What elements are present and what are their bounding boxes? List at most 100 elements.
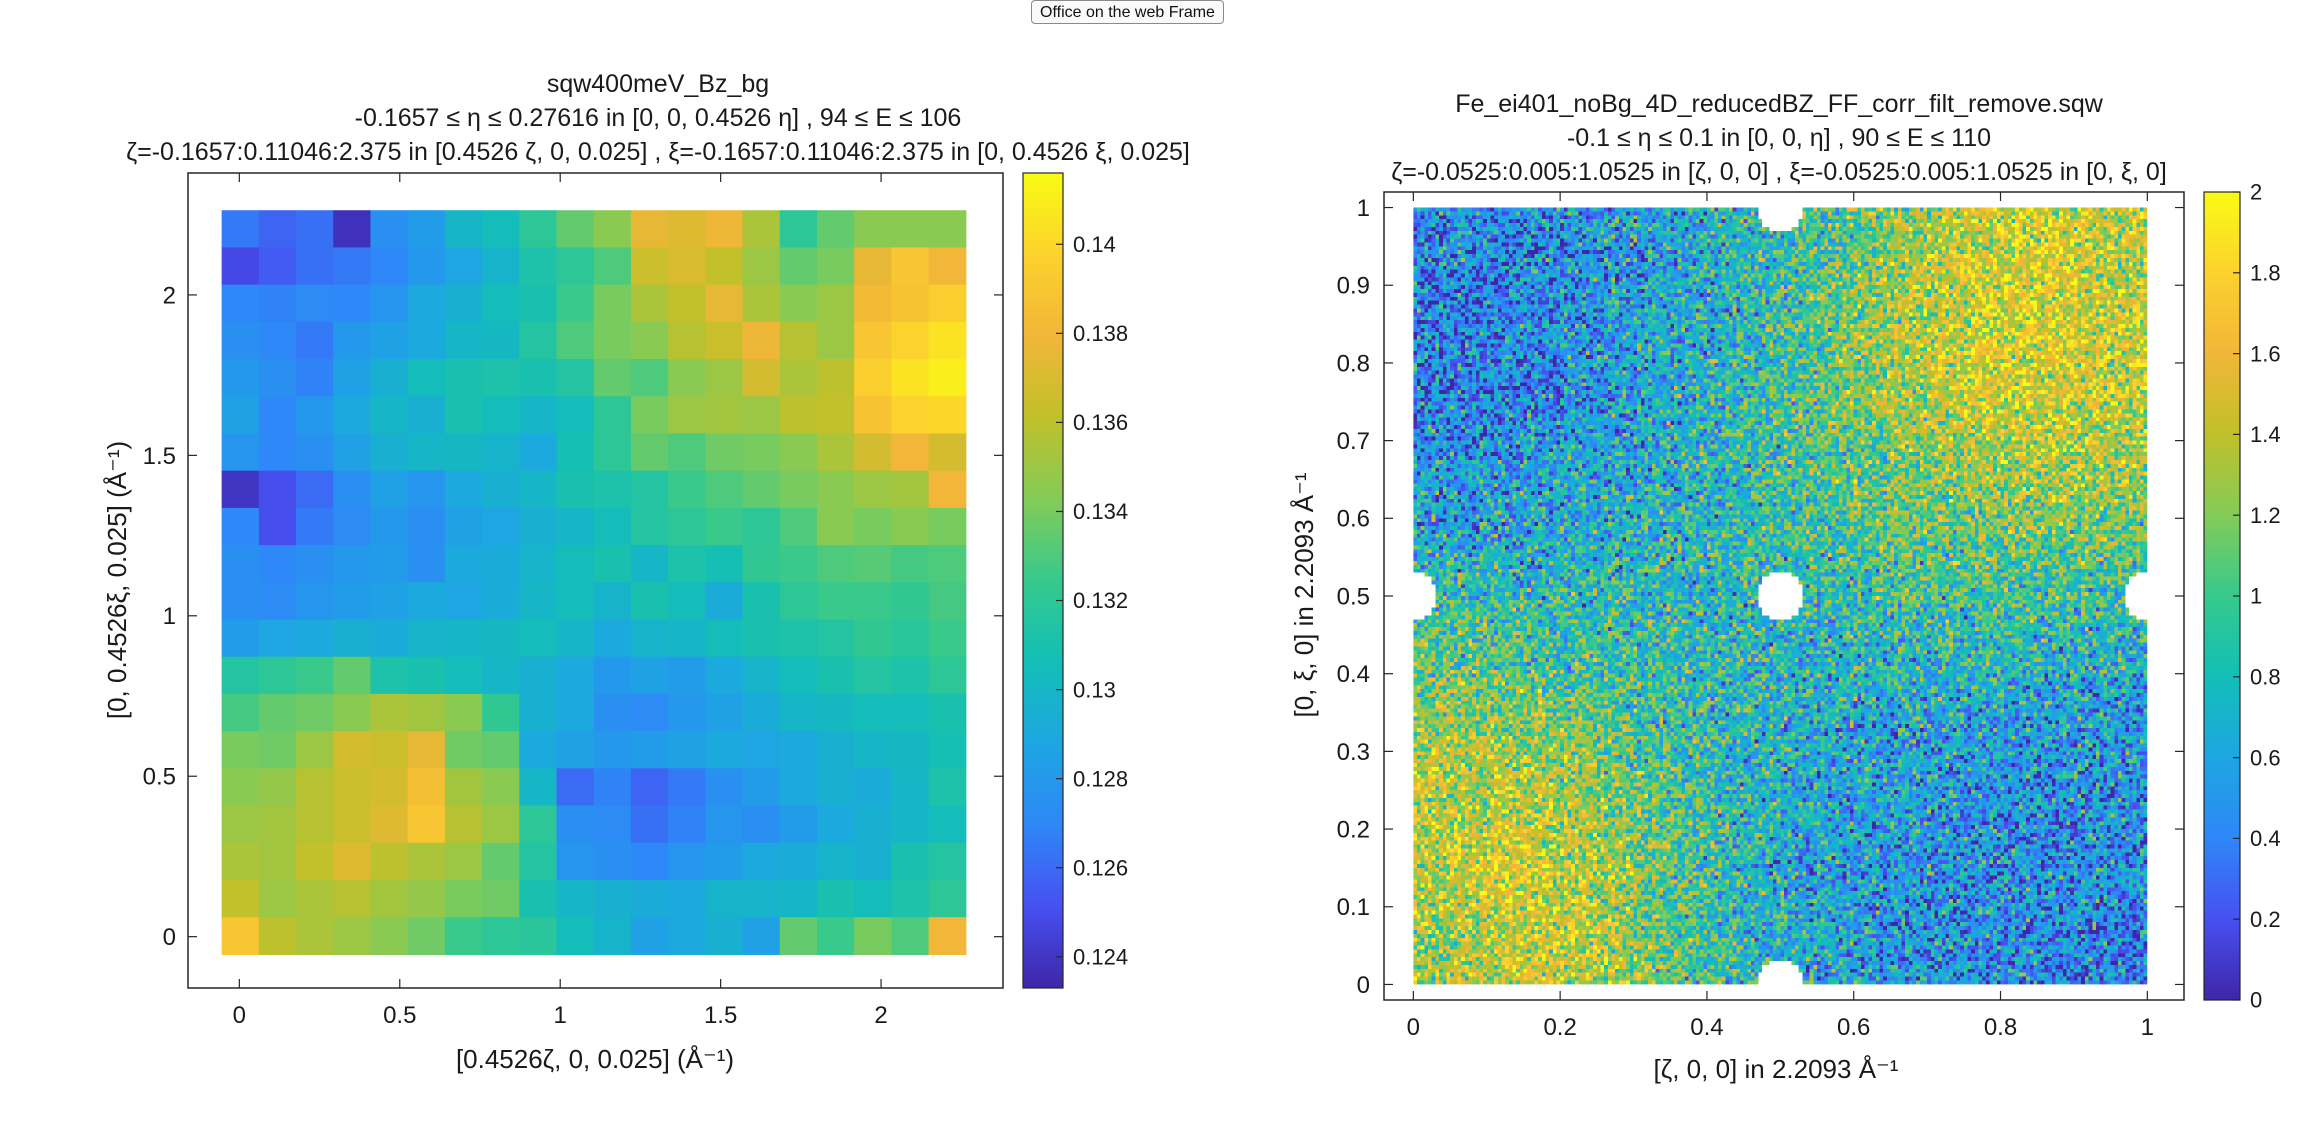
heatmap-cell [258, 619, 297, 658]
heatmap-cell [370, 582, 409, 621]
heatmap-cell [296, 470, 334, 509]
heatmap-cell [296, 805, 334, 844]
heatmap-cell [296, 433, 334, 472]
heatmap-cell [370, 321, 409, 360]
y-tick-label: 0 [163, 924, 176, 951]
heatmap-cell [630, 470, 669, 509]
heatmap-cell [407, 359, 446, 397]
heatmap-cell [333, 284, 372, 323]
heatmap-cell [221, 545, 260, 583]
heatmap-cell [444, 396, 483, 435]
heatmap-cell [705, 805, 744, 844]
right-y-axis-label: [0, ξ, 0] in 2.2093 Å⁻¹ [1289, 472, 1319, 717]
heatmap-cell [333, 582, 372, 621]
heatmap-cell [519, 396, 558, 435]
heatmap-cell [370, 359, 409, 397]
heatmap-cell [556, 879, 595, 918]
heatmap-cell [333, 359, 372, 397]
heatmap-cell [928, 284, 967, 323]
heatmap-cell [891, 359, 930, 397]
heatmap-cell [407, 917, 446, 955]
heatmap-cell [482, 805, 520, 844]
heatmap-cell [258, 545, 297, 583]
heatmap-cell [407, 582, 446, 621]
heatmap-cell [668, 768, 706, 807]
heatmap-cell [816, 879, 855, 918]
heatmap-cell [519, 768, 558, 807]
heatmap-cell [891, 917, 930, 955]
y-tick-label: 0 [1357, 972, 1370, 999]
heatmap-cell [370, 731, 409, 769]
heatmap-cell [668, 582, 706, 621]
heatmap-cell [482, 619, 520, 658]
heatmap-cell [630, 656, 669, 695]
heatmap-cell [891, 247, 930, 286]
heatmap-cell [519, 582, 558, 621]
heatmap-cell [593, 731, 632, 769]
heatmap-cell [370, 396, 409, 435]
heatmap-cell [444, 321, 483, 360]
y-tick-label: 0.9 [1337, 273, 1370, 300]
heatmap-cell [705, 619, 744, 658]
heatmap-cell [482, 507, 520, 546]
heatmap-cell [296, 396, 334, 435]
x-tick-label: 0.5 [383, 1002, 416, 1029]
heatmap-cell [779, 693, 818, 732]
heatmap-cell [258, 731, 297, 769]
heatmap-cell [482, 284, 520, 323]
heatmap-cell [519, 545, 558, 583]
y-tick-label: 0.7 [1337, 428, 1370, 455]
heatmap-cell [221, 656, 260, 695]
heatmap-cell [854, 470, 892, 509]
heatmap-cell [779, 917, 818, 955]
heatmap-cell [370, 470, 409, 509]
heatmap-cell [296, 210, 334, 249]
heatmap-cell [668, 805, 706, 844]
heatmap-cell [519, 247, 558, 286]
heatmap-cell [742, 768, 781, 807]
heatmap-cell [556, 731, 595, 769]
heatmap-cell [221, 805, 260, 844]
heatmap-cell [668, 879, 706, 918]
y-tick-label: 0.8 [1337, 350, 1370, 377]
heatmap-cell [258, 359, 297, 397]
heatmap-cell [370, 507, 409, 546]
heatmap-cell [221, 768, 260, 807]
heatmap-cell [258, 768, 297, 807]
heatmap-cell [779, 582, 818, 621]
heatmap-cell [444, 805, 483, 844]
heatmap-cell [816, 247, 855, 286]
heatmap-cell [891, 805, 930, 844]
heatmap-cell [482, 879, 520, 918]
heatmap-cell [296, 917, 334, 955]
heatmap-cell [333, 731, 372, 769]
heatmap-cell [816, 470, 855, 509]
heatmap-cell [630, 359, 669, 397]
heatmap-cell [221, 321, 260, 360]
y-tick-label: 2 [163, 282, 176, 309]
x-tick-label: 1.5 [704, 1002, 737, 1029]
heatmap-cell [779, 396, 818, 435]
heatmap-cell [333, 879, 372, 918]
heatmap-cell [928, 507, 967, 546]
x-tick-label: 0.8 [1984, 1014, 2017, 1041]
heatmap-cell [296, 842, 334, 881]
heatmap-cell [928, 619, 967, 658]
heatmap-cell [816, 396, 855, 435]
heatmap-cell [296, 284, 334, 323]
heatmap-cell [854, 656, 892, 695]
heatmap-cell [854, 582, 892, 621]
heatmap-cell [816, 731, 855, 769]
heatmap-cell [593, 619, 632, 658]
right-title-line-1: Fe_ei401_noBg_4D_reducedBZ_FF_corr_filt_… [1455, 90, 2104, 118]
heatmap-cell [333, 433, 372, 472]
heatmap-cell [854, 842, 892, 881]
heatmap-cell [854, 768, 892, 807]
heatmap-cell [333, 619, 372, 658]
heatmap-cell [891, 396, 930, 435]
heatmap-cell [630, 507, 669, 546]
heatmap-cell [854, 210, 892, 249]
heatmap-cell [742, 210, 781, 249]
heatmap-cell [407, 247, 446, 286]
colorbar-tick-label: 1.2 [2250, 503, 2281, 528]
